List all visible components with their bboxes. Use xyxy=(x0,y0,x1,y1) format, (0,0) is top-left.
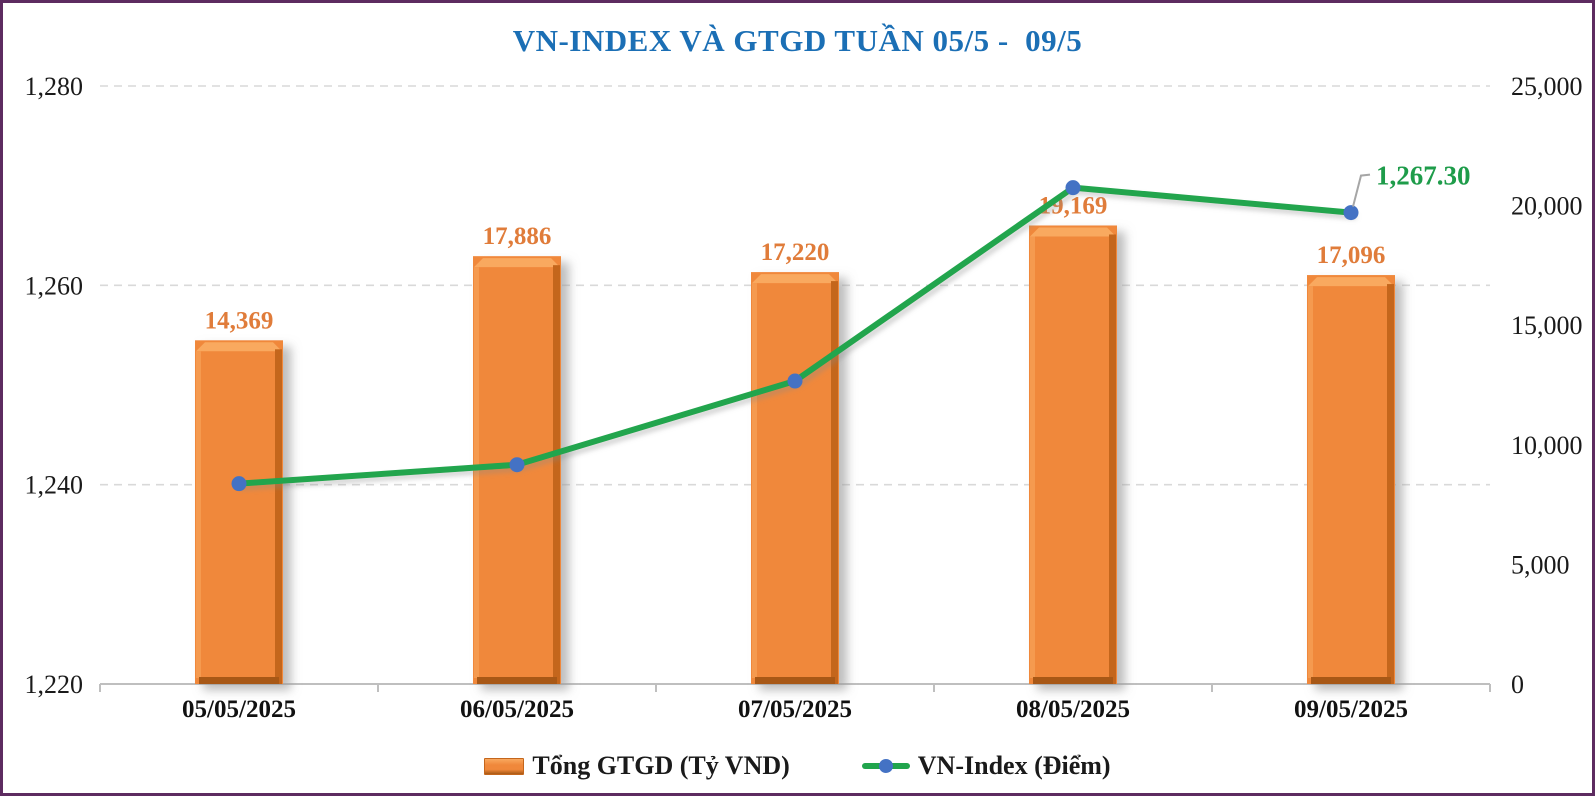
left-axis-tick-label: 1,260 xyxy=(25,271,84,300)
line-series-swatch-icon xyxy=(861,758,910,774)
right-axis-tick-label: 0 xyxy=(1511,670,1524,699)
legend-item-vnindex: VN-Index (Điểm) xyxy=(861,751,1111,781)
right-axis-tick-label: 25,000 xyxy=(1511,72,1583,101)
x-axis-category-label: 08/05/2025 xyxy=(1016,696,1130,723)
vnindex-point xyxy=(787,373,803,389)
left-axis-tick-label: 1,240 xyxy=(25,471,84,500)
gtgd-bar-value-label: 17,220 xyxy=(761,239,830,266)
chart-plot-area: 1,220 1,240 1,260 1,280 0 5,000 10,000 15,000 20… xyxy=(25,72,1583,723)
x-axis-category-label: 05/05/2025 xyxy=(182,696,296,723)
legend-label-vnindex: VN-Index (Điểm) xyxy=(917,751,1111,780)
right-axis-tick-label: 5,000 xyxy=(1511,550,1570,579)
chart-title: VN-INDEX VÀ GTGD TUẦN 05/5 - 09/5 xyxy=(512,23,1083,58)
vnindex-point xyxy=(1065,180,1081,196)
right-axis-tick-label: 10,000 xyxy=(1511,431,1583,460)
x-axis-category-label: 07/05/2025 xyxy=(738,696,852,723)
bar-series-swatch-icon xyxy=(484,757,525,775)
line-swatch-marker-icon xyxy=(878,759,893,773)
gtgd-bar xyxy=(195,340,283,684)
x-axis-category-label: 09/05/2025 xyxy=(1294,696,1408,723)
vnindex-point xyxy=(231,476,247,492)
right-axis-tick-label: 20,000 xyxy=(1511,192,1583,221)
legend-item-gtgd: Tổng GTGD (Tỷ VND) xyxy=(484,751,790,781)
left-axis-tick-label: 1,280 xyxy=(25,72,84,101)
right-axis-tick-label: 15,000 xyxy=(1511,311,1583,340)
left-axis-tick-label: 1,220 xyxy=(25,670,84,699)
vnindex-point xyxy=(509,457,525,473)
gtgd-bar xyxy=(473,256,561,684)
gtgd-bar xyxy=(1307,275,1395,684)
gtgd-bar xyxy=(751,272,839,684)
annotation-leader-line xyxy=(1352,173,1371,207)
legend: Tổng GTGD (Tỷ VND) VN-Index (Điểm) xyxy=(3,751,1592,781)
vnindex-point xyxy=(1343,205,1359,221)
gtgd-bar-value-label: 17,096 xyxy=(1317,242,1386,269)
x-axis-category-label: 06/05/2025 xyxy=(460,696,574,723)
gtgd-bar-value-label: 14,369 xyxy=(205,307,274,334)
vnindex-last-value-annotation: 1,267.30 xyxy=(1376,161,1471,191)
gtgd-bar-value-label: 17,886 xyxy=(483,223,552,250)
gtgd-bar xyxy=(1029,225,1117,684)
legend-label-gtgd: Tổng GTGD (Tỷ VND) xyxy=(532,751,790,780)
